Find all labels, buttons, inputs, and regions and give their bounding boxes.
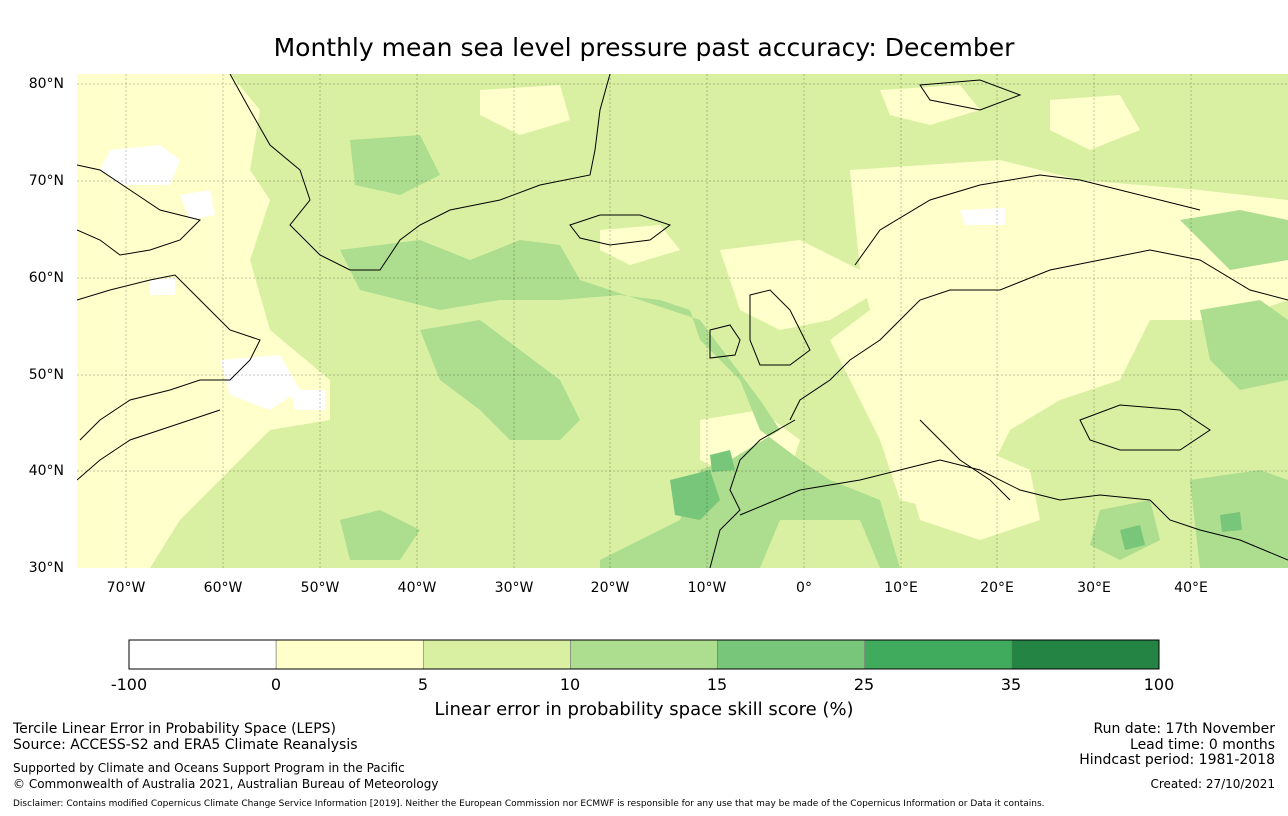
ireland-coast bbox=[709, 324, 741, 359]
colorbar-swatch bbox=[422, 639, 571, 670]
lat-label-60n: 60°N bbox=[28, 270, 64, 286]
mediterranean-coast bbox=[739, 459, 1151, 516]
europe-north-coast bbox=[789, 249, 1288, 421]
skill-negative-regions bbox=[100, 145, 1005, 410]
colorbar-tick: -100 bbox=[110, 675, 148, 694]
lat-label-30n: 30°N bbox=[28, 560, 64, 576]
lon-label-10e: 10°E bbox=[884, 580, 918, 596]
coastlines bbox=[77, 74, 1288, 568]
map-title: Monthly mean sea level pressure past acc… bbox=[273, 33, 1015, 62]
colorbar-label: Linear error in probability space skill … bbox=[434, 699, 854, 720]
black-sea-coast bbox=[1079, 404, 1211, 451]
italy-coast bbox=[919, 419, 1011, 501]
colorbar-swatch bbox=[1011, 639, 1160, 670]
lon-label-30e: 30°E bbox=[1077, 580, 1111, 596]
footer-support: Supported by Climate and Oceans Support … bbox=[13, 761, 405, 775]
lon-label-70w: 70°W bbox=[106, 580, 146, 596]
footer-copyright: © Commonwealth of Australia 2021, Austra… bbox=[13, 777, 439, 791]
colorbar-tick: 5 bbox=[417, 675, 429, 694]
lon-label-30w: 30°W bbox=[494, 580, 534, 596]
graticule bbox=[77, 74, 1288, 568]
lat-label-50n: 50°N bbox=[28, 367, 64, 383]
footer-created: Created: 27/10/2021 bbox=[1150, 777, 1275, 791]
middle-east-coast bbox=[1149, 499, 1288, 561]
footer-source: Source: ACCESS-S2 and ERA5 Climate Reana… bbox=[13, 737, 358, 753]
colorbar-swatch bbox=[128, 639, 277, 670]
scandinavia-coast bbox=[854, 174, 1201, 266]
svalbard-coast bbox=[919, 79, 1022, 111]
footer-hindcast: Hindcast period: 1981-2018 bbox=[1079, 752, 1275, 768]
lon-label-40e: 40°E bbox=[1174, 580, 1208, 596]
greenland-coast bbox=[229, 74, 611, 271]
footer-lead-time: Lead time: 0 months bbox=[1130, 737, 1275, 753]
footer-method: Tercile Linear Error in Probability Spac… bbox=[13, 721, 336, 737]
lon-label-20w: 20°W bbox=[590, 580, 630, 596]
colorbar-tick: 15 bbox=[706, 675, 728, 694]
skill-score-map bbox=[77, 74, 1288, 568]
lat-label-70n: 70°N bbox=[28, 173, 64, 189]
colorbar-swatch bbox=[570, 639, 718, 670]
colorbar-tick: 35 bbox=[1000, 675, 1022, 694]
labrador-coast bbox=[77, 274, 261, 441]
great-britain-coast bbox=[749, 289, 811, 366]
iceland-coast bbox=[569, 214, 672, 246]
baffin-coast bbox=[77, 164, 201, 256]
us-east-coast bbox=[77, 409, 221, 481]
lon-label-20e: 20°E bbox=[980, 580, 1014, 596]
lon-label-60w: 60°W bbox=[203, 580, 243, 596]
colorbar-swatch bbox=[717, 639, 866, 670]
lon-label-0: 0° bbox=[796, 580, 812, 596]
colorbar-swatch bbox=[275, 639, 424, 670]
colorbar-frame bbox=[128, 639, 1160, 670]
iberia-coast bbox=[709, 419, 796, 568]
colorbar-tick: 10 bbox=[559, 675, 581, 694]
footer-disclaimer: Disclaimer: Contains modified Copernicus… bbox=[13, 799, 1045, 809]
lon-label-40w: 40°W bbox=[397, 580, 437, 596]
skill-15-25-regions bbox=[670, 450, 1242, 550]
lon-label-10w: 10°W bbox=[687, 580, 727, 596]
colorbar-swatch bbox=[864, 639, 1013, 670]
lat-label-40n: 40°N bbox=[28, 463, 64, 479]
skill-10-15-regions bbox=[340, 135, 1288, 568]
lon-label-50w: 50°W bbox=[300, 580, 340, 596]
footer-run-date: Run date: 17th November bbox=[1093, 721, 1276, 737]
lat-label-80n: 80°N bbox=[28, 76, 64, 92]
colorbar-tick: 100 bbox=[1143, 675, 1175, 694]
colorbar-tick: 0 bbox=[270, 675, 282, 694]
colorbar-tick: 25 bbox=[853, 675, 875, 694]
